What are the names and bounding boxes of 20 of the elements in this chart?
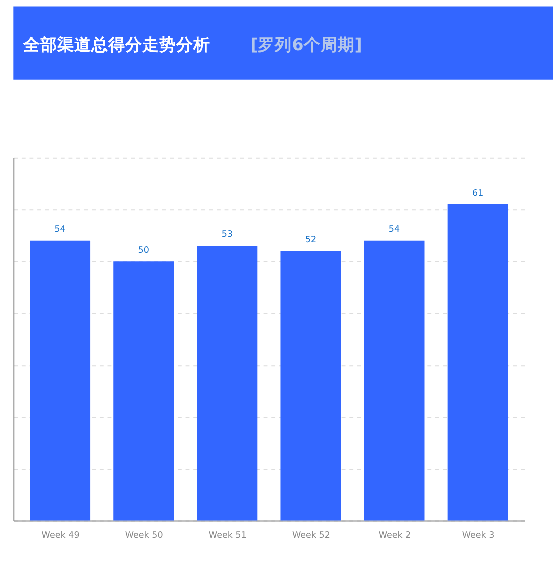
bar (364, 240, 425, 521)
x-tick-label: Week 49 (42, 530, 80, 541)
data-label: 54 (388, 225, 401, 236)
x-tick-label: Week 52 (292, 530, 330, 541)
bar (197, 246, 258, 521)
data-label: 50 (138, 246, 150, 256)
data-label: 54 (54, 225, 66, 236)
data-label: 61 (472, 188, 484, 199)
bar (114, 262, 174, 521)
bar (280, 251, 342, 521)
data-label: 52 (305, 235, 317, 246)
data-label: 53 (222, 230, 233, 240)
chart-title: 全部渠道总得分走势分析 (22, 36, 210, 55)
x-tick-label: Week 2 (378, 530, 412, 541)
chart-subtitle: [罗列6个周期] (250, 36, 362, 55)
bar (448, 204, 508, 521)
x-tick-label: Week 50 (125, 530, 164, 541)
bar (30, 240, 91, 521)
x-tick-label: Week 3 (462, 530, 495, 541)
x-tick-label: Week 51 (208, 530, 247, 541)
